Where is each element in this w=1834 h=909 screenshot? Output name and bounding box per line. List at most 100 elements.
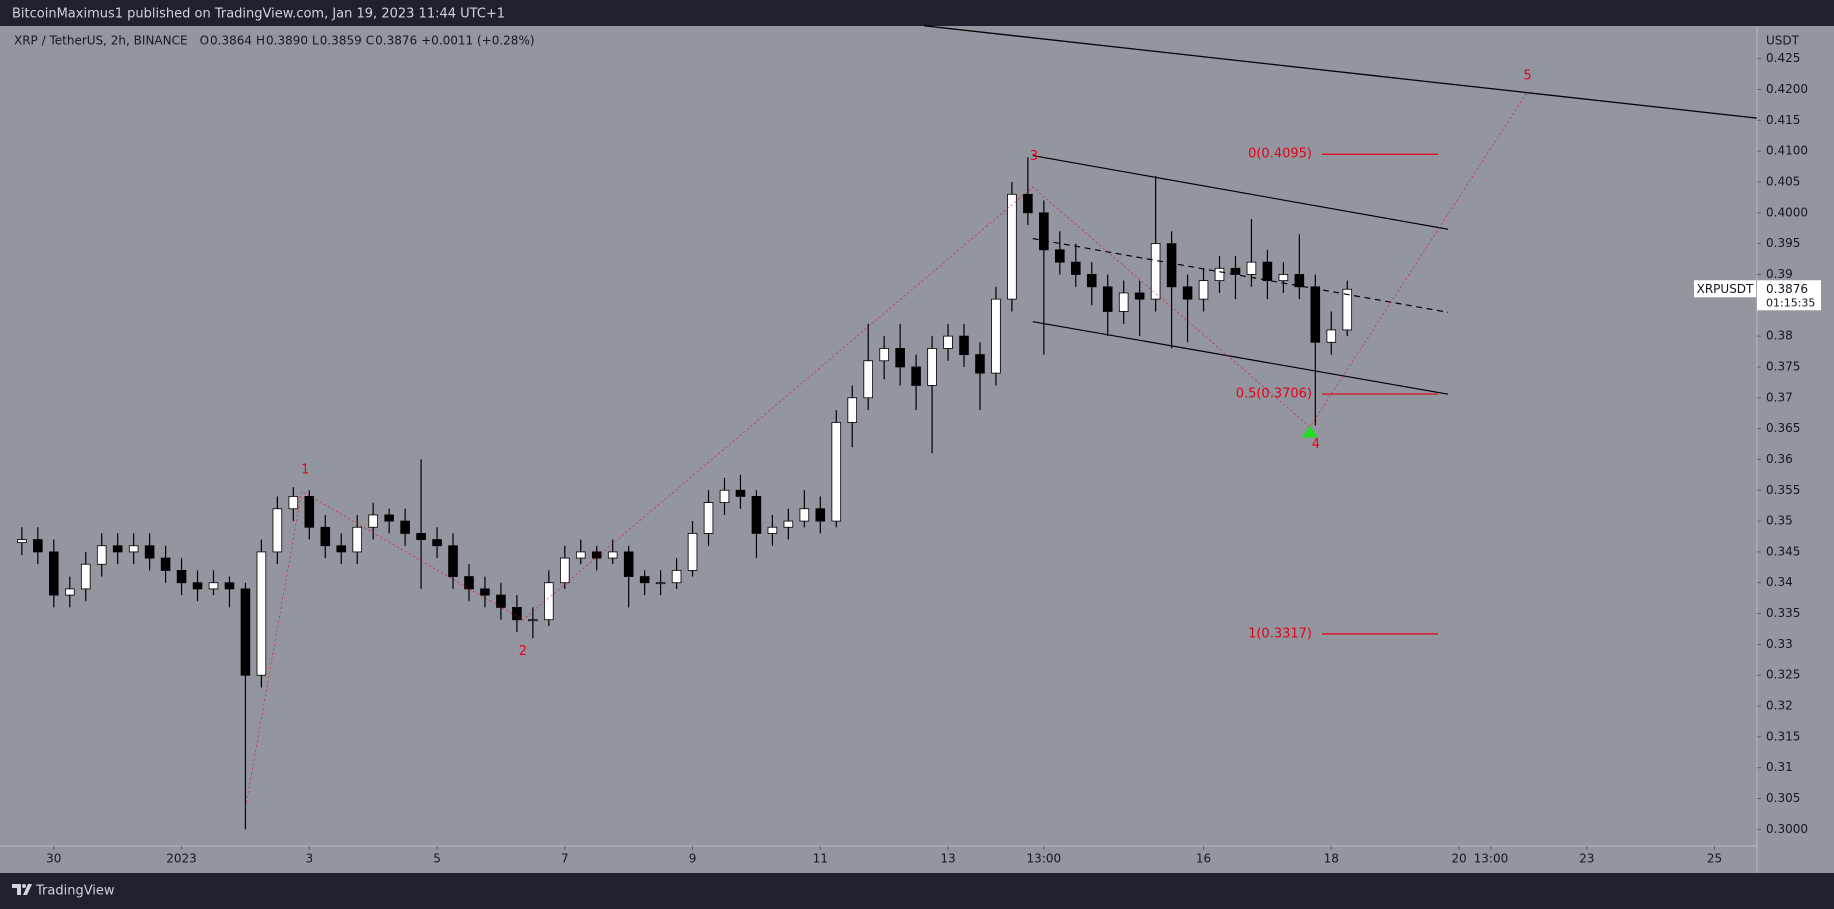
- candle-body: [480, 588, 490, 596]
- y-tick-label: 0.355: [1766, 483, 1800, 497]
- y-tick-label: 0.4100: [1766, 144, 1808, 158]
- candle-body: [927, 348, 937, 386]
- candle-body: [1166, 243, 1177, 288]
- candle-body: [879, 348, 889, 362]
- y-tick-label: 0.37: [1766, 390, 1793, 404]
- candle-body: [448, 545, 458, 577]
- y-tick-label: 0.38: [1766, 329, 1793, 343]
- x-tick-label: 30: [46, 852, 61, 866]
- wave-label: 2: [519, 644, 527, 659]
- candle-body: [959, 335, 969, 356]
- candle-body: [1102, 286, 1113, 312]
- candle-body: [368, 514, 378, 528]
- x-tick-label: 5: [433, 852, 441, 866]
- candle-body: [1182, 286, 1193, 300]
- y-tick-label: 0.415: [1766, 113, 1800, 127]
- candle-body: [591, 551, 602, 559]
- legend-key: C: [366, 34, 374, 48]
- candle-body: [256, 551, 267, 676]
- x-tick-label: 13:00: [1474, 852, 1509, 866]
- x-tick-label: 18: [1324, 852, 1339, 866]
- candle-body: [1246, 261, 1257, 275]
- y-tick-label: 0.375: [1766, 359, 1800, 373]
- candle-body: [224, 582, 235, 590]
- candle-body: [1294, 274, 1305, 288]
- candle-body: [80, 563, 91, 590]
- fib-label: 0.5(0.3706): [1236, 387, 1312, 402]
- candle-body: [464, 576, 474, 590]
- x-tick-label: 7: [561, 852, 569, 866]
- candle-body: [783, 520, 794, 528]
- countdown: 01:15:35: [1766, 296, 1815, 309]
- candle-body: [1023, 193, 1033, 214]
- candle-body: [128, 545, 139, 553]
- candle-body: [655, 582, 666, 585]
- footer-brand: TradingView: [35, 884, 115, 899]
- candle-body: [112, 545, 123, 553]
- candle-body: [320, 526, 331, 547]
- candle-body: [49, 551, 59, 596]
- legend-value: 0.3890: [266, 34, 308, 48]
- footer-logo: [12, 884, 32, 895]
- channel-lower: [1032, 321, 1449, 395]
- legend-key: O: [200, 34, 209, 48]
- candle-body: [1326, 329, 1337, 343]
- candle-body: [991, 298, 1001, 374]
- candle-body: [352, 526, 363, 553]
- candle-body: [1150, 243, 1161, 300]
- channel-mid: [1032, 238, 1449, 313]
- x-tick-label: 13: [940, 852, 955, 866]
- candle-body: [831, 422, 842, 522]
- candle-body: [575, 551, 586, 559]
- price-tag: 0.3876: [1766, 282, 1808, 296]
- y-tick-label: 0.335: [1766, 606, 1800, 620]
- symbol-tag-box: [1694, 280, 1756, 298]
- candle-body: [240, 588, 251, 676]
- candle-body: [863, 360, 873, 399]
- y-tick-label: 0.36: [1766, 452, 1793, 466]
- y-tick-label: 0.31: [1766, 760, 1793, 774]
- drawings: 1 2 3 4 5: [245, 25, 1757, 808]
- wave-label: 4: [1312, 437, 1320, 452]
- legend-value: 0.3876: [375, 34, 417, 48]
- x-tick-label: 9: [689, 852, 697, 866]
- candle-body: [607, 551, 618, 559]
- y-tick-label: 0.3000: [1766, 822, 1808, 836]
- candle-body: [528, 619, 538, 622]
- y-tick-label: 0.425: [1766, 51, 1800, 65]
- legend-value: 0.3859: [320, 34, 362, 48]
- candle-body: [1118, 292, 1129, 312]
- candle-body: [751, 496, 762, 534]
- candle-body: [144, 545, 155, 559]
- candle-body: [160, 557, 171, 571]
- chart-background: [0, 26, 1834, 873]
- candle-body: [1342, 288, 1353, 331]
- candle-body: [33, 539, 43, 553]
- legend: XRP / TetherUS, 2h, BINANCE O 0.3864 H 0.389…: [14, 34, 535, 48]
- candle-body: [64, 588, 75, 596]
- fib-label: 0(0.4095): [1248, 147, 1312, 162]
- candle-body: [1278, 274, 1289, 282]
- y-tick-label: 0.315: [1766, 729, 1800, 743]
- y-tick-label: 0.32: [1766, 699, 1793, 713]
- y-tick-label: 0.395: [1766, 236, 1800, 250]
- x-tick-label: 3: [305, 852, 313, 866]
- candle-body: [208, 582, 219, 590]
- candle-body: [719, 489, 730, 503]
- candle-body: [703, 502, 714, 534]
- candle-body: [1214, 267, 1225, 282]
- candle-body: [1055, 249, 1065, 263]
- price-unit: USDT: [1766, 34, 1800, 48]
- y-tick-label: 0.345: [1766, 544, 1800, 558]
- wave-label: 1: [301, 463, 309, 478]
- candle-body: [416, 533, 426, 540]
- candle-body: [847, 397, 858, 423]
- candle-body: [1310, 286, 1321, 343]
- candle-body: [911, 366, 921, 386]
- symbol-tag: XRPUSDT: [1697, 282, 1754, 296]
- y-tick-label: 0.34: [1766, 575, 1793, 589]
- candle-body: [671, 570, 682, 584]
- wave-label: 5: [1523, 69, 1531, 84]
- y-tick-label: 0.35: [1766, 514, 1793, 528]
